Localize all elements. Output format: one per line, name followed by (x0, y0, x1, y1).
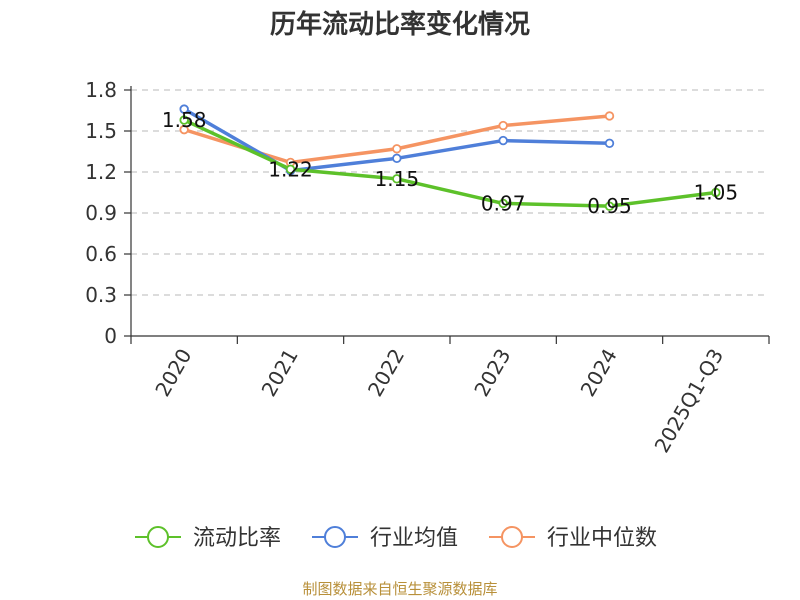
x-tick-label: 2022 (363, 345, 409, 401)
legend-label: 流动比率 (193, 526, 281, 551)
axes: 0 0.3 0.6 0.9 1.2 1.5 1.8 2020 2021 2022 2023 2024 2… (85, 78, 770, 457)
legend-marker (324, 526, 346, 548)
legend-marker (147, 526, 169, 548)
data-point (604, 111, 615, 121)
x-tick-label: 2021 (257, 345, 303, 401)
y-tick-label: 0.6 (85, 242, 117, 266)
data-label: 1.05 (694, 181, 739, 205)
y-tick-label: 1.5 (85, 119, 117, 143)
data-point (392, 174, 402, 184)
chart-title: 历年流动比率变化情况 (269, 10, 530, 40)
data-label: 1.15 (375, 167, 420, 191)
data-label: 0.97 (481, 191, 526, 215)
y-tick-label: 0 (104, 324, 117, 348)
data-label: 0.95 (587, 194, 632, 218)
series-group (179, 104, 721, 211)
source-note: 制图数据来自恒生聚源数据库 (302, 580, 498, 598)
data-point (604, 201, 615, 211)
data-point (498, 198, 508, 209)
data-point (392, 144, 402, 154)
y-tick-label: 1.8 (85, 78, 117, 102)
data-point (498, 135, 508, 146)
data-point (179, 124, 189, 135)
gridlines (131, 89, 769, 296)
data-point (179, 104, 189, 114)
legend-label: 行业中位数 (547, 526, 657, 551)
y-tick-label: 0.3 (85, 283, 117, 307)
x-tick-label: 2024 (576, 345, 622, 401)
data-point (392, 153, 402, 164)
y-tick-label: 1.2 (85, 160, 117, 184)
y-tick-label: 0.9 (85, 201, 117, 225)
data-point (179, 115, 189, 125)
data-point (711, 187, 721, 198)
x-tick-label: 2023 (469, 344, 515, 400)
data-label: 1.22 (268, 157, 313, 181)
data-point (498, 120, 508, 131)
x-tick-label: 2020 (150, 345, 196, 401)
legend-marker (501, 526, 523, 548)
legend-label: 行业均值 (370, 526, 458, 551)
legend: 流动比率 行业均值 行业中位数 (135, 526, 657, 551)
data-labels: 1.58 1.22 1.15 0.97 0.95 1.05 (162, 108, 738, 218)
data-label: 1.58 (162, 108, 207, 132)
x-tick-label: 2025Q1-Q3 (649, 345, 728, 457)
data-point (604, 138, 615, 148)
series-line (183, 118, 717, 208)
data-point (285, 164, 296, 174)
